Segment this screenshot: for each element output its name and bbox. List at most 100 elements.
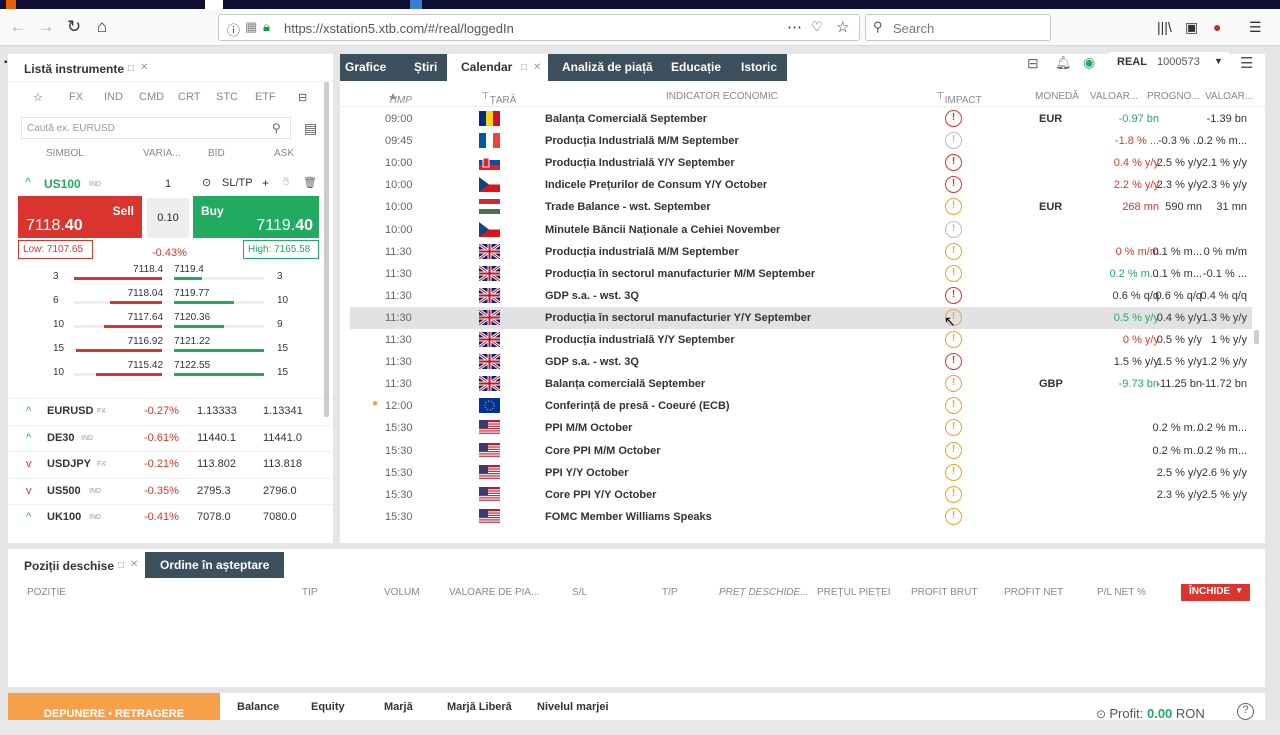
col-symbol[interactable]: SIMBOL: [46, 148, 84, 159]
category-cmd[interactable]: CMD: [139, 91, 165, 103]
close-icon[interactable]: ✕: [140, 62, 149, 73]
calendar-row[interactable]: 11:30 Producția industrială M/M September…: [350, 241, 1252, 263]
help-icon[interactable]: ?: [1237, 703, 1254, 720]
chevron-up-icon[interactable]: ^: [26, 431, 32, 444]
scrollbar[interactable]: [324, 82, 329, 417]
sidebar-icon[interactable]: ▣: [1185, 19, 1199, 35]
calendar-row[interactable]: 09:00 Balanța Comercială September! EUR -0.…: [350, 108, 1252, 130]
instrument-bid[interactable]: 7078.0: [197, 511, 231, 523]
chevron-down-icon[interactable]: v: [26, 484, 32, 497]
close-all-button[interactable]: ÎNCHIDE ▼: [1181, 584, 1250, 601]
close-icon[interactable]: ✕: [130, 559, 139, 570]
favorites-star-icon[interactable]: ☆: [33, 92, 43, 104]
instrument-list-tab[interactable]: Listă instrumente □ ✕: [8, 54, 333, 82]
active-browser-tab[interactable]: [205, 0, 223, 9]
sell-button[interactable]: Sell 7118.40: [18, 196, 142, 238]
maximize-icon[interactable]: □: [128, 63, 135, 74]
close-icon[interactable]: ✕: [533, 62, 542, 73]
col-pl-net[interactable]: P/L NET %: [1097, 587, 1146, 598]
col-market-value[interactable]: VALOARE DE PIA...: [449, 587, 540, 598]
trash-icon[interactable]: 🗑︎: [303, 177, 317, 189]
instrument-bid[interactable]: 1.13333: [197, 405, 237, 417]
chevron-up-icon[interactable]: ^: [25, 175, 31, 189]
instrument-ask[interactable]: 7080.0: [263, 511, 297, 523]
library-icon[interactable]: |||\: [1157, 19, 1172, 35]
pocket-icon[interactable]: ♡: [811, 19, 823, 34]
instrument-row[interactable]: ^ UK100 IND -0.41% 7078.0 7080.0: [8, 504, 333, 530]
col-change[interactable]: VARIA...: [143, 148, 181, 159]
category-crt[interactable]: CRT: [178, 91, 201, 103]
maximize-icon[interactable]: □: [521, 62, 528, 73]
calendar-row[interactable]: 15:30 Core PPI M/M October! 0.2 % m... 0.2 …: [350, 440, 1252, 462]
url-bar[interactable]: ⓘ ▦ 🔒︎ https://xstation5.xtb.com/#/real/…: [218, 14, 860, 41]
forward-button[interactable]: →: [37, 17, 55, 36]
chevron-up-icon[interactable]: ^: [26, 405, 32, 417]
tab-calendar[interactable]: Calendar □ ✕: [447, 54, 548, 81]
calendar-row[interactable]: 10:00 Indicele Prețurilor de Consum Y/Y O…: [350, 174, 1252, 196]
col-gross-profit[interactable]: PROFIT BRUT: [911, 587, 978, 598]
deposit-withdraw-button[interactable]: DEPUNERE • RETRAGERE: [8, 693, 220, 720]
instrument-ask[interactable]: 2796.0: [263, 484, 297, 497]
category-ind[interactable]: IND: [104, 91, 123, 103]
add-icon[interactable]: +: [262, 176, 270, 190]
col-type[interactable]: TIP: [302, 587, 318, 598]
chevron-down-icon[interactable]: v: [26, 458, 32, 470]
page-actions-icon[interactable]: ⋯: [787, 19, 802, 36]
calendar-row[interactable]: 11:30 Producția în sectorul manufacturier…: [350, 306, 1252, 329]
instrument-ask[interactable]: 113.818: [263, 458, 302, 470]
menu-icon[interactable]: ☰: [1249, 19, 1262, 35]
calendar-row[interactable]: 10:00 Trade Balance - wst. September! EUR 2…: [350, 196, 1252, 218]
list-view-icon[interactable]: ▤: [304, 120, 318, 136]
sltp-button[interactable]: SL/TP: [222, 177, 253, 189]
home-icon[interactable]: ⌂: [96, 17, 108, 36]
calendar-row[interactable]: 15:30 Core PPI Y/Y October! 2.3 % y/y 2.5 %…: [350, 484, 1252, 506]
tab-open-positions[interactable]: Poziții deschise: [24, 559, 115, 573]
calendar-row[interactable]: 10:00 Producția Industrială Y/Y September…: [350, 152, 1252, 174]
bell-icon[interactable]: 🔔︎: [1055, 55, 1072, 70]
category-etf[interactable]: ETF: [255, 91, 276, 103]
col-time[interactable]: TIMP ▲: [388, 91, 412, 106]
search-icon[interactable]: ⚲: [272, 121, 281, 135]
calendar-row[interactable]: ● 12:00 Conferință de presă - Coeuré (ECB)…: [350, 395, 1252, 417]
back-button[interactable]: ←: [9, 17, 27, 36]
info-icon[interactable]: ⓘ: [227, 23, 241, 38]
col-position[interactable]: POZIȚIE: [27, 587, 66, 598]
col-market-price[interactable]: PREȚUL PIEȚEI: [817, 587, 891, 598]
calendar-row[interactable]: 11:30 GDP s.a. - wst. 3Q! 1.5 % y/y 1.5 % y…: [350, 351, 1252, 373]
url-text[interactable]: https://xstation5.xtb.com/#/real/loggedI…: [284, 21, 514, 36]
col-previous[interactable]: VALOAR...: [1205, 91, 1254, 102]
col-open-price[interactable]: PREȚ DESCHIDE...: [719, 587, 809, 598]
calendar-row[interactable]: 11:30 GDP s.a. - wst. 3Q! 0.6 % q/q 0.6 % q…: [350, 285, 1252, 307]
calendar-row[interactable]: 11:30 Balanța comercială September! GBP -9.…: [350, 373, 1252, 395]
instrument-row[interactable]: ^ DE30 IND -0.61% 11440.1 11441.0: [8, 424, 333, 451]
col-indicator[interactable]: INDICATOR ECONOMIC: [666, 91, 778, 102]
col-impact[interactable]: ⊤ IMPACT: [936, 91, 982, 106]
extension-icon[interactable]: ●: [1213, 19, 1222, 35]
calendar-row[interactable]: 10:00 Minutele Băncii Naționale a Cehiei …: [350, 219, 1252, 241]
col-tp[interactable]: T/P: [662, 587, 678, 598]
instrument-search-input[interactable]: Caută ex. EURUSD ⚲: [21, 117, 291, 139]
col-currency[interactable]: MONEDĂ: [1035, 91, 1079, 102]
tab-education[interactable]: Educație: [660, 54, 731, 81]
instrument-bid[interactable]: 113.802: [197, 458, 236, 470]
buy-button[interactable]: Buy 7119.40: [193, 196, 319, 238]
col-volume[interactable]: VOLUM: [384, 587, 420, 598]
col-ask[interactable]: ASK: [274, 148, 295, 159]
hamburger-menu-icon[interactable]: ☰: [1240, 55, 1254, 72]
hand-icon[interactable]: ✋︎: [283, 176, 290, 188]
tab-history[interactable]: Istoric: [731, 54, 787, 81]
layout-icon[interactable]: ⊟: [1027, 55, 1039, 71]
drag-handle-icon[interactable]: ▪: [4, 57, 8, 68]
category-stc[interactable]: STC: [216, 91, 238, 103]
calendar-row[interactable]: 11:30 Producția în sectorul manufacturier…: [350, 263, 1252, 285]
instrument-row[interactable]: v USDJPY FX -0.21% 113.802 113.818: [8, 451, 333, 477]
account-selector[interactable]: REAL 1000573 ▼: [1109, 52, 1229, 73]
calendar-row[interactable]: 09:45 Producția Industrială M/M September…: [350, 130, 1252, 152]
instrument-ask[interactable]: 11441.0: [263, 431, 302, 444]
basket-icon[interactable]: ⊟: [298, 92, 308, 104]
browser-tab-icon[interactable]: [410, 0, 422, 9]
col-country[interactable]: ⊤ ȚARĂ: [481, 91, 517, 106]
col-forecast[interactable]: PROGNO...: [1147, 91, 1200, 102]
col-sl[interactable]: S/L: [572, 587, 588, 598]
bookmark-star-icon[interactable]: ☆: [836, 19, 850, 36]
